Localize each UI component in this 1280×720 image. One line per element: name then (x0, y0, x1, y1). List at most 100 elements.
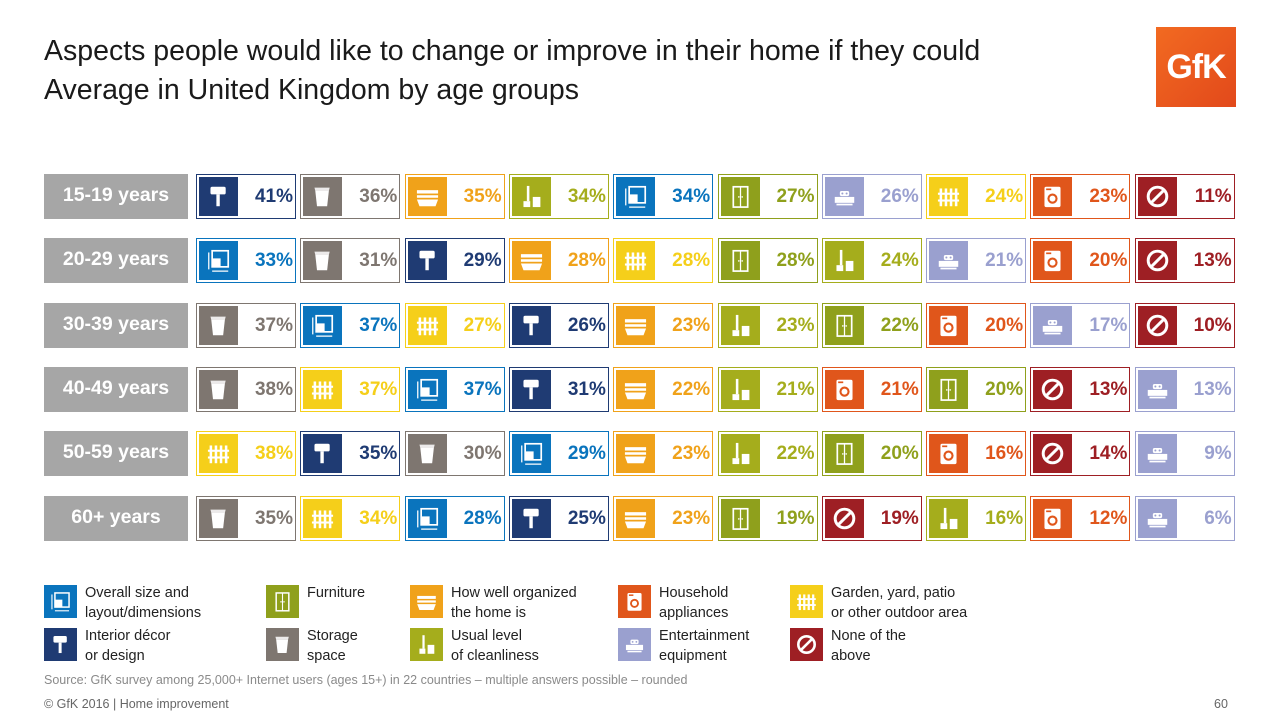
percent-value: 30% (463, 443, 502, 465)
percent-value: 38% (254, 443, 293, 465)
layout-icon (199, 241, 238, 281)
percent-value: 21% (985, 250, 1024, 272)
organized-icon (410, 585, 443, 618)
percent-value: 23% (672, 314, 711, 336)
layout-icon (511, 434, 551, 474)
percent-value: 35% (359, 443, 398, 465)
percent-value: 22% (880, 314, 919, 336)
percent-value: 25% (567, 507, 606, 529)
paint-roller-icon (44, 628, 77, 661)
value-cell-entertain: 21% (926, 238, 1027, 284)
fence-icon (929, 177, 969, 216)
legend-label: Entertainment equipment (659, 628, 750, 664)
percent-value: 19% (880, 507, 919, 529)
percent-value: 27% (776, 186, 815, 207)
layout-icon (303, 305, 343, 345)
percent-value: 31% (567, 378, 606, 400)
broom-bucket-icon (410, 628, 443, 661)
percent-value: 21% (776, 378, 815, 400)
value-cell-organized: 23% (613, 495, 714, 541)
percent-value: 36% (359, 186, 398, 207)
percent-value: 13% (1089, 378, 1128, 400)
title-line-1: Aspects people would like to change or i… (44, 35, 981, 67)
value-cell-clean: 16% (926, 495, 1027, 541)
appliance-icon (929, 305, 969, 345)
furniture-icon (824, 434, 864, 474)
entertainment-icon (1137, 369, 1177, 409)
value-cell-garden: 27% (404, 302, 505, 348)
value-cell-clean: 24% (821, 238, 922, 284)
percent-value: 34% (359, 507, 398, 529)
entertainment-icon (929, 241, 969, 281)
value-cell-decor: 26% (508, 302, 609, 348)
percent-value: 28% (776, 250, 815, 272)
copyright-footer: © GfK 2016 | Home improvement (44, 697, 229, 711)
value-cell-furniture: 22% (821, 302, 922, 348)
appliance-icon (1033, 241, 1073, 281)
percent-value: 26% (567, 314, 606, 336)
storage-box-icon (407, 434, 447, 474)
value-cell-storage: 38% (196, 366, 296, 412)
percent-value: 13% (1193, 250, 1232, 272)
value-cell-decor: 25% (508, 495, 609, 541)
percent-value: 11% (1194, 186, 1232, 207)
value-cell-none: 19% (821, 495, 922, 541)
percent-value: 24% (985, 186, 1024, 207)
percent-value: 20% (880, 443, 919, 465)
percent-value: 19% (776, 507, 815, 529)
furniture-icon (266, 585, 299, 618)
percent-value: 37% (359, 314, 398, 336)
percent-value: 29% (463, 250, 502, 272)
value-cell-entertain: 9% (1134, 431, 1235, 477)
value-cell-clean: 23% (717, 302, 818, 348)
broom-bucket-icon (720, 434, 760, 474)
legend-label: How well organized the home is (451, 585, 577, 621)
fence-icon (790, 585, 823, 618)
value-cell-garden: 34% (300, 495, 401, 541)
age-group-label: 60+ years (44, 495, 188, 541)
entertainment-icon (824, 177, 864, 216)
value-cell-appliances: 20% (926, 302, 1027, 348)
age-row: 50-59 years 38% 35% 30% 29% 23% 22% 20% 16% 14% 9% (44, 431, 1235, 477)
value-cell-entertain: 13% (1134, 366, 1235, 412)
value-cell-layout: 37% (404, 366, 505, 412)
entertainment-icon (1137, 498, 1177, 538)
fence-icon (616, 241, 656, 281)
value-cell-garden: 37% (300, 366, 401, 412)
none-icon (790, 628, 823, 661)
value-cell-furniture: 20% (926, 366, 1027, 412)
percent-value: 33% (254, 250, 293, 272)
percent-value: 16% (985, 507, 1024, 529)
value-cell-decor: 29% (404, 238, 505, 284)
furniture-icon (720, 241, 760, 281)
value-cell-layout: 29% (508, 431, 609, 477)
age-row: 20-29 years 33% 31% 29% 28% 28% 28% 24% 21% 20% 13… (44, 238, 1235, 284)
layout-icon (44, 585, 77, 618)
percent-value: 27% (463, 314, 502, 336)
organized-icon (616, 434, 656, 474)
fence-icon (303, 369, 343, 409)
organized-icon (616, 498, 656, 538)
legend-label: Storage space (307, 628, 358, 664)
organized-icon (616, 369, 656, 409)
value-cell-clean: 21% (717, 366, 818, 412)
title-line-2: Average in United Kingdom by age groups (44, 74, 579, 106)
appliance-icon (1033, 177, 1073, 216)
age-row: 60+ years 35% 34% 28% 25% 23% 19% 19% 16% 12% 6% (44, 495, 1235, 541)
legend-label: None of the above (831, 628, 906, 664)
paint-roller-icon (407, 241, 447, 281)
layout-icon (407, 498, 447, 538)
age-group-label: 50-59 years (44, 431, 188, 477)
none-icon (1033, 369, 1073, 409)
percent-value: 35% (463, 186, 502, 207)
paint-roller-icon (511, 369, 551, 409)
broom-bucket-icon (511, 177, 551, 216)
value-cell-appliances: 23% (1030, 174, 1131, 219)
percent-value: 20% (1089, 250, 1128, 272)
percent-value: 28% (463, 507, 502, 529)
percent-value: 28% (567, 250, 606, 272)
value-cell-organized: 35% (404, 174, 505, 219)
value-cell-none: 14% (1030, 431, 1131, 477)
percent-value: 21% (880, 378, 919, 400)
percent-value: 14% (1089, 443, 1128, 465)
